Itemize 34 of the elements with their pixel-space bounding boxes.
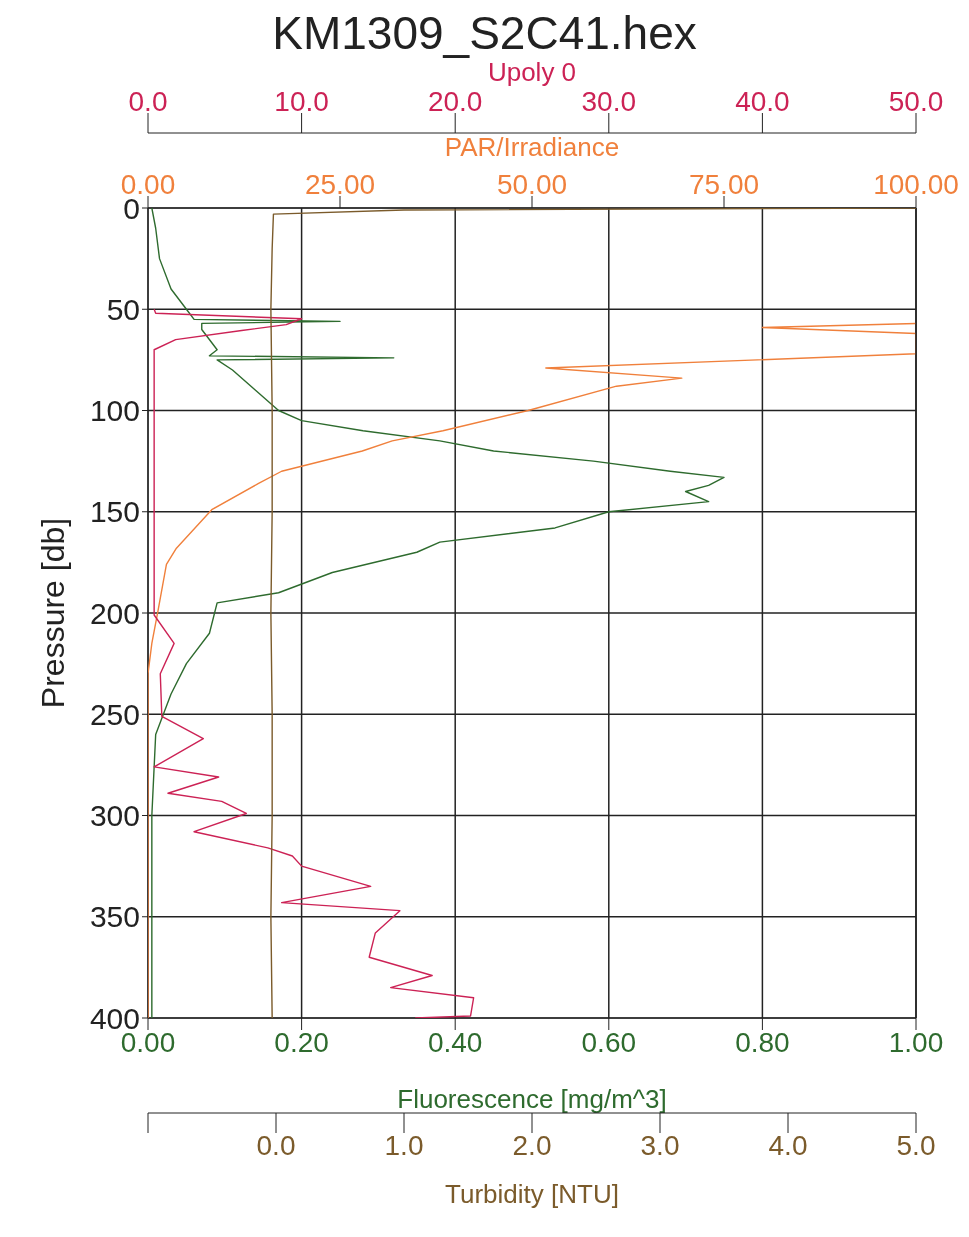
x2-tick-label: 25.00 [304, 169, 376, 200]
x2-tick-label: 50.00 [496, 169, 568, 200]
x2-tick-label: 0.0 [128, 86, 168, 117]
x2-tick-label: 40.0 [735, 86, 790, 117]
y-tick-label: 350 [89, 900, 140, 934]
x-tick-label: 0.20 [274, 1026, 329, 1058]
x-axis-title: Turbidity [NTU] [445, 1179, 619, 1209]
x2-tick-label: 20.0 [427, 86, 483, 117]
y-tick-label: 200 [89, 596, 140, 630]
x2-tick-label: 75.00 [688, 169, 760, 200]
y-tick-label: 300 [89, 799, 140, 833]
x-axis-title: Fluorescence [mg/m^3] [397, 1084, 667, 1114]
x2-tick-label: 10.0 [274, 86, 329, 117]
x-tick-label: 0.80 [735, 1026, 790, 1058]
chart-title: KM1309_S2C41.hex [271, 7, 698, 59]
y-tick-label: 100 [89, 394, 140, 428]
x-tick-label: 3.0 [640, 1129, 680, 1161]
x2-tick-label: 30.0 [581, 86, 637, 117]
x2-tick-label: 100.00 [873, 169, 959, 200]
y-axis-title: Pressure [db] [35, 517, 72, 709]
x2-axis-title: PAR/Irradiance [444, 132, 620, 163]
x-tick-label: 1.00 [888, 1026, 944, 1058]
x-tick-label: 0.0 [256, 1129, 296, 1161]
y-tick-label: 150 [89, 495, 140, 529]
x-tick-label: 1.0 [384, 1129, 424, 1161]
x2-axis-title: Upoly 0 [487, 57, 577, 88]
y-tick-label: 250 [89, 697, 140, 731]
x-tick-label: 4.0 [768, 1129, 808, 1161]
x-tick-label: 0.40 [427, 1026, 483, 1058]
x-tick-label: 0.60 [581, 1026, 637, 1058]
x-tick-label: 2.0 [512, 1129, 552, 1161]
x-tick-label: 5.0 [896, 1129, 936, 1161]
x2-tick-label: 50.0 [888, 86, 944, 117]
y-tick-label: 50 [106, 292, 140, 326]
